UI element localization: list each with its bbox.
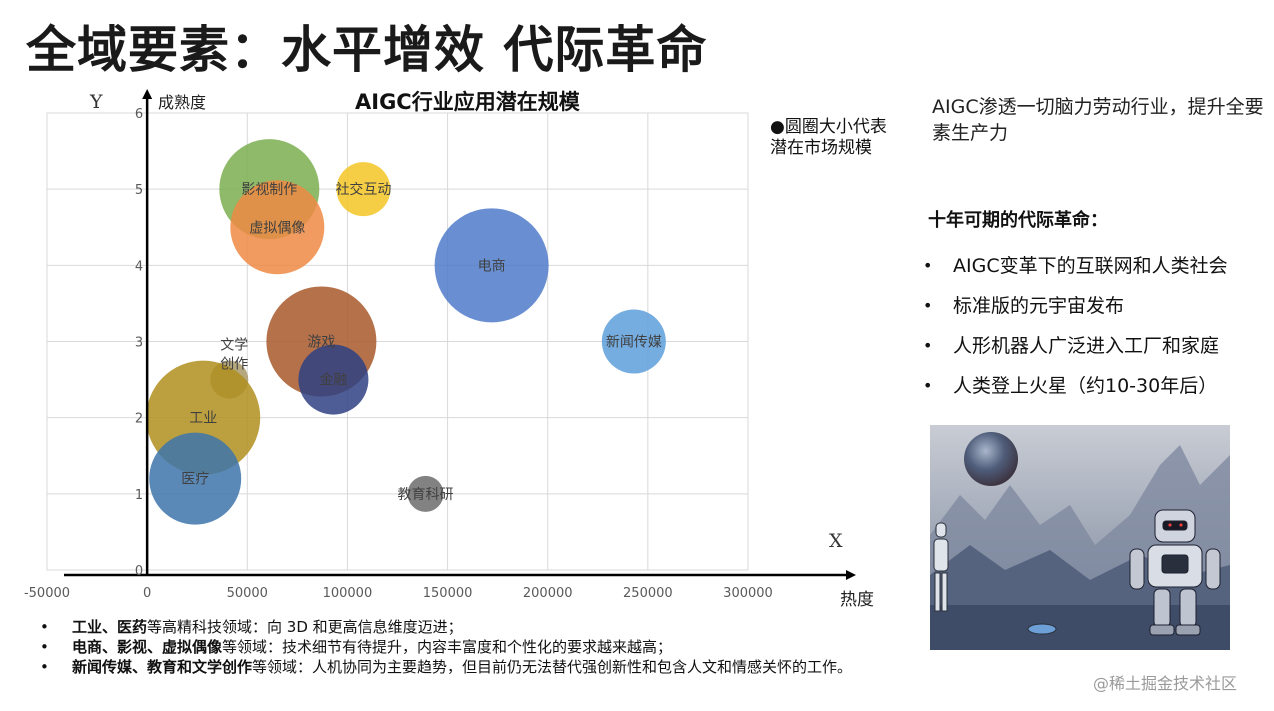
bubble-label: 社交互动: [335, 181, 391, 198]
y-tick-label: 3: [135, 336, 143, 351]
bubble-社交互动: [336, 162, 391, 217]
page-title: 全域要素：水平增效 代际革命: [26, 21, 708, 79]
bubble-电商: [434, 208, 549, 323]
y-tick-label: 1: [135, 488, 143, 503]
list-item: 标准版的元宇宙发布: [923, 286, 1272, 326]
list-item: 人类登上火星（约10-30年后）: [923, 366, 1272, 406]
bubble-size-note: ●圆圈大小代表潜在市场规模: [770, 117, 887, 158]
bubble-label: 医疗: [181, 472, 209, 488]
y-tick-label: 2: [135, 412, 143, 427]
note-bold: 电商、影视、虚拟偶像: [72, 638, 223, 656]
chart-title: AIGC行业应用潜在规模: [355, 90, 580, 114]
x-tick-label: 300000: [723, 586, 773, 601]
x-tick-label: -50000: [24, 586, 70, 601]
intro-text: AIGC渗透一切脑力劳动行业，提升全要素生产力: [932, 96, 1264, 144]
bubble-label: 虚拟偶像: [249, 220, 305, 236]
note-bold: 新闻传媒、教育和文学创作: [72, 658, 253, 676]
bubble-label: 创作: [220, 357, 248, 373]
bubble-医疗: [149, 432, 242, 525]
x-tick-label: 0: [143, 586, 151, 601]
note-item: 工业、医药等高精科技领域：向 3D 和更高信息维度迈进；: [40, 617, 870, 637]
y-axis-arrow: [142, 89, 153, 99]
bubble-label: 工业: [189, 411, 217, 427]
bubble-教育科研: [407, 475, 444, 512]
note-text: 等领域：人机协同为主要趋势，但目前仍无法替代强创新性和包含人文和情感关怀的工作。: [252, 658, 853, 676]
robot-planet-illustration: [930, 425, 1230, 650]
list-item: AIGC变革下的互联网和人类社会: [923, 246, 1272, 286]
y-axis-marker: Y: [90, 91, 103, 113]
x-tick-label: 100000: [323, 586, 373, 601]
note-item: 新闻传媒、教育和文学创作等领域：人机协同为主要趋势，但目前仍无法替代强创新性和包…: [40, 657, 870, 677]
revolution-heading: 十年可期的代际革命：: [928, 210, 1108, 231]
watermark: @稀土掘金技术社区: [1093, 674, 1238, 693]
y-tick-label: 5: [135, 183, 143, 198]
bubble-label: 金融: [319, 373, 347, 389]
note-bold: 工业、医药: [72, 618, 148, 636]
bubble-金融: [298, 344, 369, 415]
right-panel: AIGC渗透一切脑力劳动行业，提升全要素生产力 十年可期的代际革命： AIGC变…: [923, 94, 1272, 406]
bubble-label: 文学: [220, 338, 248, 354]
x-axis-marker: X: [829, 530, 843, 552]
y-tick-label: 6: [135, 107, 143, 122]
bubble-label: 新闻传媒: [606, 335, 662, 351]
x-tick-label: 200000: [523, 586, 573, 601]
note-text: 等高精科技领域：向 3D 和更高信息维度迈进；: [147, 618, 463, 636]
y-axis-label: 成熟度: [158, 93, 207, 112]
list-item: 人形机器人广泛进入工厂和家庭: [923, 326, 1272, 366]
x-axis-label: 热度: [840, 590, 874, 610]
x-tick-label: 50000: [227, 586, 268, 601]
bubble-label: 电商: [478, 258, 506, 274]
x-tick-label: 150000: [423, 586, 473, 601]
bubble-label: 游戏: [307, 335, 335, 351]
note-item: 电商、影视、虚拟偶像等领域：技术细节有待提升，内容丰富度和个性化的要求越来越高；: [40, 637, 870, 657]
note-text: 等领域：技术细节有待提升，内容丰富度和个性化的要求越来越高；: [222, 638, 673, 656]
bubble-chart: 影视制作虚拟偶像 社交互动电商新闻传媒 游戏金融 文学创作工业医疗教育科研 0 1 2 3 4 5…: [0, 80, 900, 620]
bubble-新闻传媒: [601, 309, 666, 374]
bubble-虚拟偶像: [230, 180, 325, 275]
x-axis-arrow: [846, 570, 856, 580]
y-tick-label: 4: [135, 259, 143, 274]
y-tick-label: 0: [135, 564, 143, 579]
x-tick-label: 250000: [623, 586, 673, 601]
bubble-label: 教育科研: [398, 487, 454, 503]
bubble-label: 影视制作: [241, 182, 297, 198]
bottom-notes: 工业、医药等高精科技领域：向 3D 和更高信息维度迈进； 电商、影视、虚拟偶像等…: [40, 617, 870, 677]
revolution-list: AIGC变革下的互联网和人类社会 标准版的元宇宙发布 人形机器人广泛进入工厂和家…: [923, 246, 1272, 406]
